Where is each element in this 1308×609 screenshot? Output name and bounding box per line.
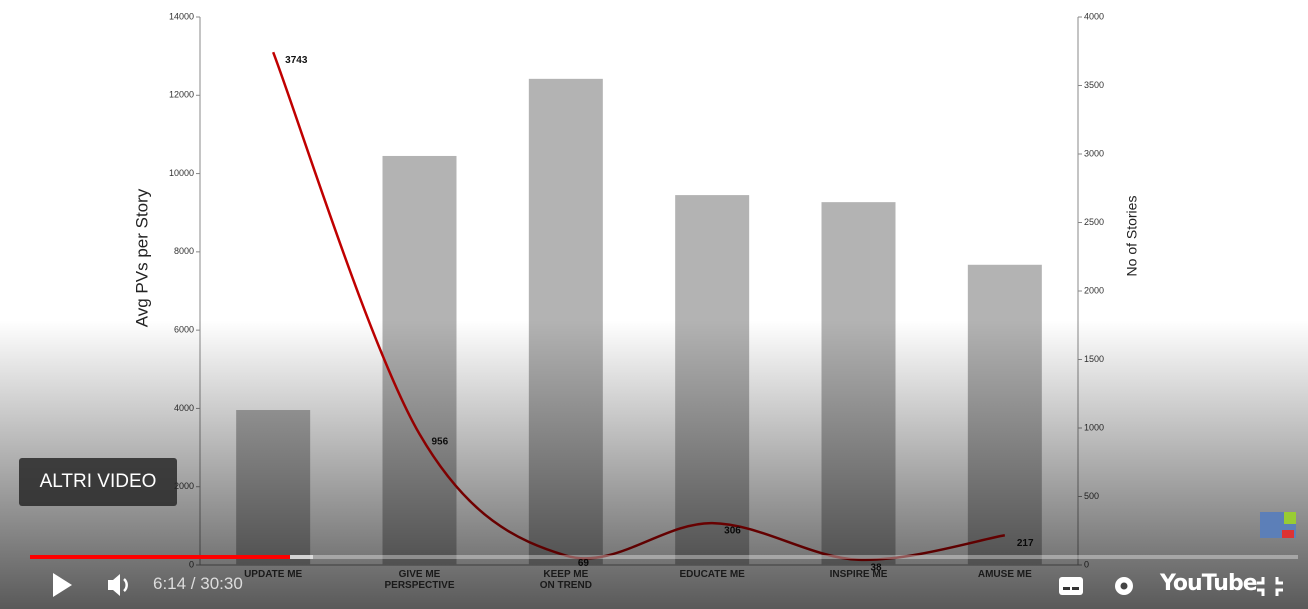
- x-tick-label: UPDATE ME: [244, 569, 303, 580]
- exit-fullscreen-button[interactable]: [1257, 577, 1283, 596]
- x-tick-label: AMUSE ME: [977, 569, 1032, 580]
- time-display: 6:14 / 30:30: [153, 574, 243, 593]
- y2-tick-label: 2000: [1084, 285, 1104, 295]
- x-tick-label: INSPIRE ME: [829, 569, 888, 580]
- play-button[interactable]: [53, 573, 72, 597]
- x-tick-label: KEEP ME ON TREND: [539, 569, 592, 591]
- y2-tick-label: 2500: [1084, 217, 1104, 227]
- y2-tick-label: 3500: [1084, 80, 1104, 90]
- volume-button[interactable]: [108, 574, 128, 596]
- x-tick-label: EDUCATE ME: [679, 569, 745, 580]
- y2-tick-label: 3000: [1084, 148, 1104, 158]
- y2-axis-title: No of Stories: [1124, 196, 1140, 277]
- data-label: 3743: [285, 55, 308, 66]
- y2-tick-label: 4000: [1084, 11, 1104, 21]
- y-tick-label: 10000: [169, 168, 194, 178]
- y-tick-label: 12000: [169, 90, 194, 100]
- subtitles-button[interactable]: [1059, 577, 1083, 595]
- progress-played: [30, 555, 290, 559]
- progress-track[interactable]: [30, 555, 1298, 559]
- y-tick-label: 14000: [169, 11, 194, 21]
- channel-logo[interactable]: [1260, 512, 1296, 538]
- settings-button[interactable]: [1115, 577, 1133, 595]
- x-tick-label: GIVE ME PERSPECTIVE: [384, 569, 455, 591]
- youtube-logo[interactable]: YouTube: [1160, 571, 1258, 596]
- y-axis-title: Avg PVs per Story: [132, 188, 151, 327]
- controls-shade: [0, 320, 1308, 609]
- y-tick-label: 8000: [174, 246, 194, 256]
- more-videos-button[interactable]: ALTRI VIDEO: [19, 458, 177, 506]
